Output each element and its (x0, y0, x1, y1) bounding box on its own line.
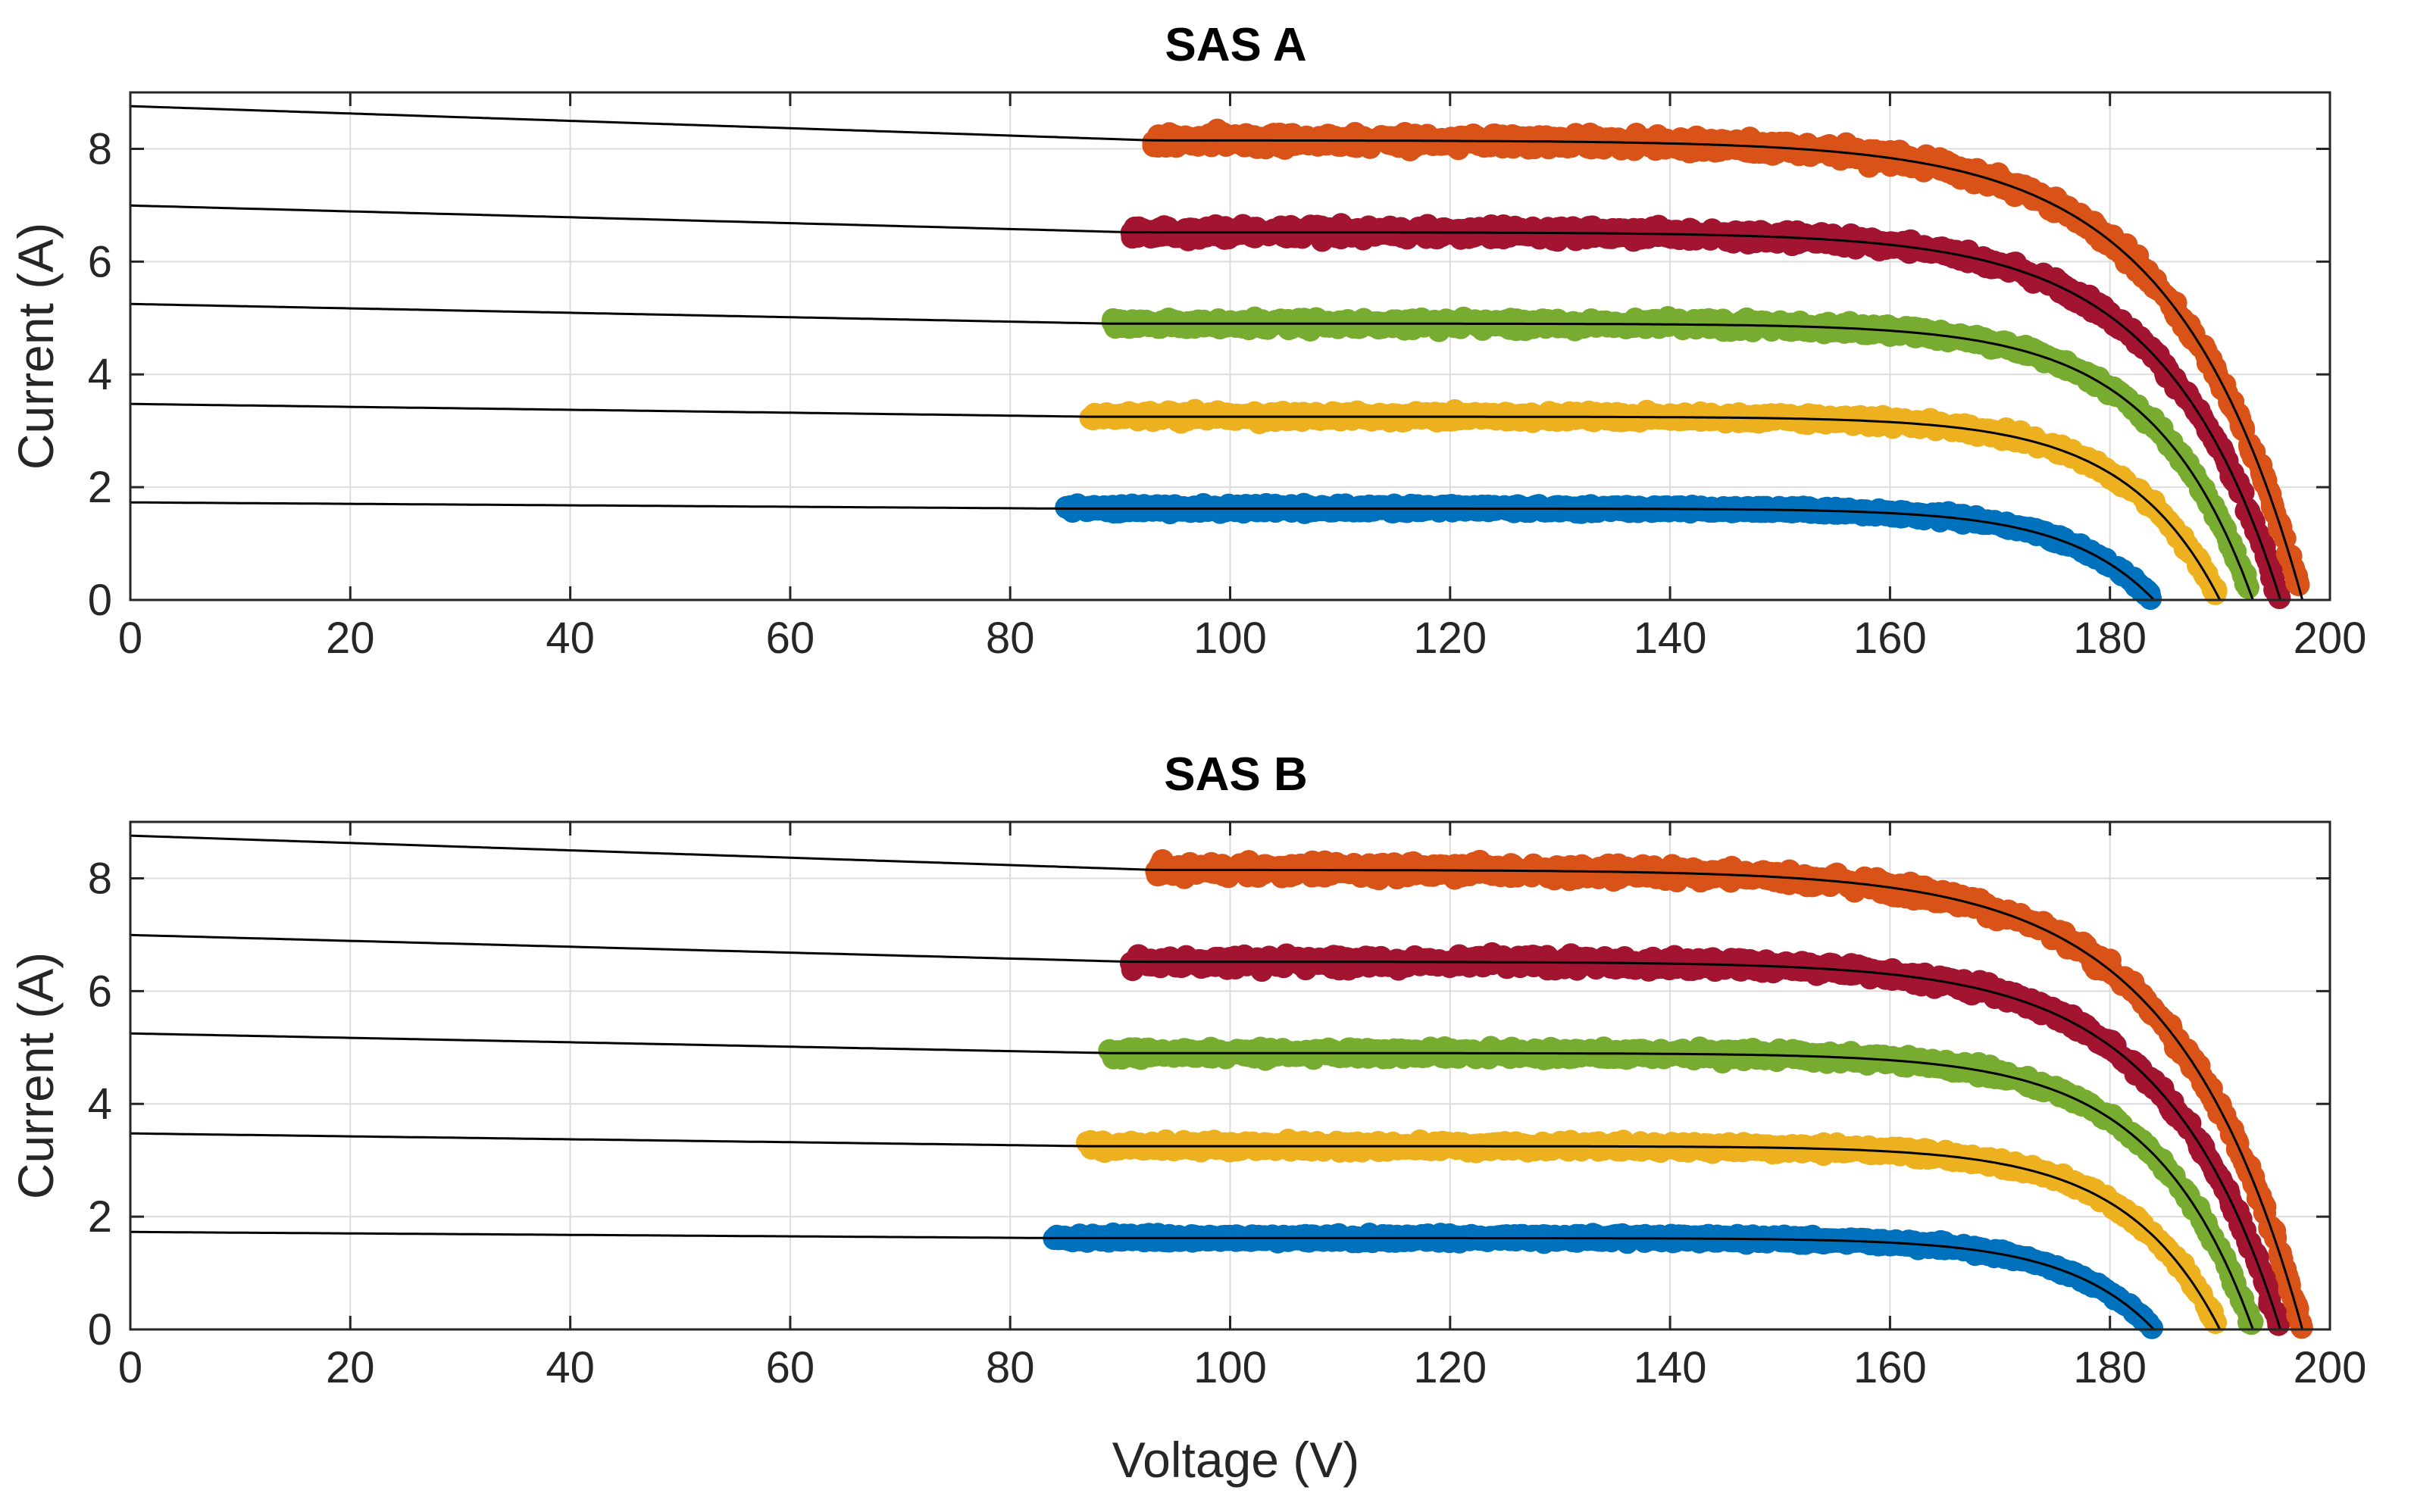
data-layer (130, 105, 2310, 611)
y-tick-label: 8 (88, 124, 112, 173)
y-tick-label: 2 (88, 463, 112, 512)
x-tick-label: 200 (2294, 614, 2367, 663)
x-tick-label: 120 (1413, 614, 1487, 663)
y-tick-label: 0 (88, 576, 112, 625)
chart-title: SAS A (1165, 19, 1306, 71)
y-axis-label: Current (A) (8, 223, 64, 470)
chart-title: SAS B (1164, 748, 1307, 801)
x-tick-label: 60 (766, 614, 815, 663)
x-tick-label: 80 (986, 614, 1035, 663)
data-point (2139, 587, 2162, 611)
y-tick-label: 6 (88, 237, 112, 286)
x-tick-label: 100 (1193, 614, 1267, 663)
x-tick-label: 0 (118, 614, 142, 663)
chart-panel-sas-a: SAS A 0 20 40 60 80 100 120 140 160 180 200 0 2 4 6 8 C… (8, 19, 2366, 663)
x-tick-label: 40 (546, 614, 595, 663)
x-tick-label: 160 (1853, 614, 1927, 663)
x-tick-label: 20 (326, 614, 375, 663)
data-point (2204, 577, 2228, 601)
x-tick-label: 140 (1634, 614, 1707, 663)
y-tick-label: 4 (88, 350, 112, 399)
x-tick-label: 180 (2073, 614, 2147, 663)
